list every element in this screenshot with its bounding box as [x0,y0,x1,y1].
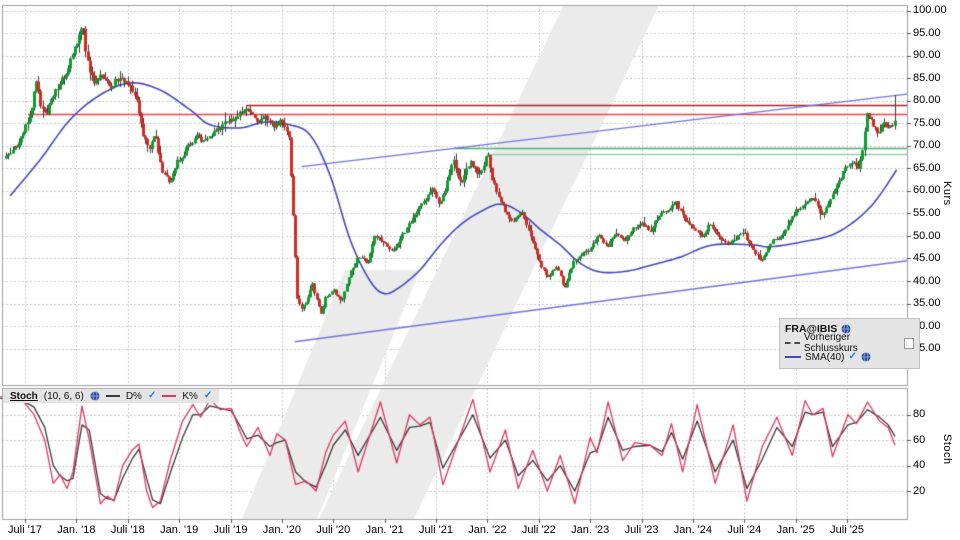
x-axis-label: Jan. '25 [776,524,815,536]
x-axis-label: Jan. '22 [468,524,507,536]
stoch-axis-label: 40 [913,459,926,472]
price-axis-label: 80.00 [913,94,941,107]
stoch-indicator-name[interactable]: Stoch [10,390,38,402]
price-axis-title: Kurs [941,181,953,206]
price-axis-label: 60.00 [913,184,941,197]
x-axis-label: Juli '17 [8,524,42,536]
x-axis-label: Jan. '19 [160,524,199,536]
legend-sma-row[interactable]: SMA(40) ✓ [785,350,914,364]
price-axis-label: 95.00 [913,26,941,39]
price-axis-label: 40.00 [913,274,941,287]
stoch-axis-label: 80 [913,408,926,421]
x-axis-label: Jan. '18 [57,524,96,536]
price-axis-label: 65.00 [913,161,941,174]
prev-close-label: Vorheriger Schlusskurs [803,332,858,354]
x-axis-label: Jan. '23 [571,524,610,536]
sma-checkmark[interactable]: ✓ [848,351,857,362]
price-axis-label: 25.00 [913,342,941,354]
price-axis-label: 75.00 [913,116,941,129]
d-checkmark[interactable]: ✓ [147,390,157,401]
legend-instrument-row: FRA@IBIS [785,322,914,336]
x-axis-label: Juli '19 [213,524,248,536]
x-axis-label: Jan. '20 [262,524,301,536]
sma-label: SMA(40) [805,351,845,363]
price-axis-label: 30.00 [913,319,941,332]
stoch-legend: Stoch (10, 6, 6) D% ✓ K% ✓ [3,389,220,403]
x-axis-label: Jan. '21 [365,524,404,536]
price-axis-label: 45.00 [913,252,941,264]
prev-close-checkbox[interactable] [903,337,914,349]
prev-close-line-sample [785,342,800,344]
x-axis-label: Juli '23 [624,524,659,536]
legend-prev-close-row[interactable]: Vorheriger Schlusskurs [785,332,914,354]
stoch-params: (10, 6, 6) [43,390,84,402]
d-line-sample [105,395,120,397]
stoch-axis-label: 20 [913,484,926,497]
price-axis-label: 90.00 [913,49,941,62]
x-axis-label: Juli '25 [830,524,865,536]
k-line-sample [162,395,177,397]
instrument-name: FRA@IBIS [785,323,838,335]
k-label: K% [182,390,198,402]
x-axis-label: Juli '24 [727,524,762,536]
x-axis-label: Juli '18 [110,524,145,536]
price-axis-label: 35.00 [913,297,941,309]
stoch-globe-icon[interactable] [90,391,100,401]
x-axis-label: Juli '22 [521,524,556,536]
sma-globe-icon[interactable] [861,352,871,362]
sma-line-sample [785,356,801,358]
stoch-axis-label: 60 [913,433,926,446]
legend: FRA@IBIS Vorheriger Schlusskurs SMA(40) … [779,318,920,369]
price-axis-label: 85.00 [913,71,941,84]
x-axis-label: Juli '20 [316,524,351,536]
price-axis-label: 70.00 [913,139,941,152]
d-label: D% [125,390,142,402]
price-axis-label: 55.00 [913,207,941,219]
price-axis-label: 50.00 [913,229,941,242]
x-axis-label: Juli '21 [419,524,453,536]
globe-icon[interactable] [841,324,851,334]
stoch-axis-title: Stoch [941,434,953,465]
price-axis-label: 100.00 [913,4,947,17]
x-axis-label: Jan. '24 [673,524,712,536]
k-checkmark[interactable]: ✓ [203,390,213,401]
